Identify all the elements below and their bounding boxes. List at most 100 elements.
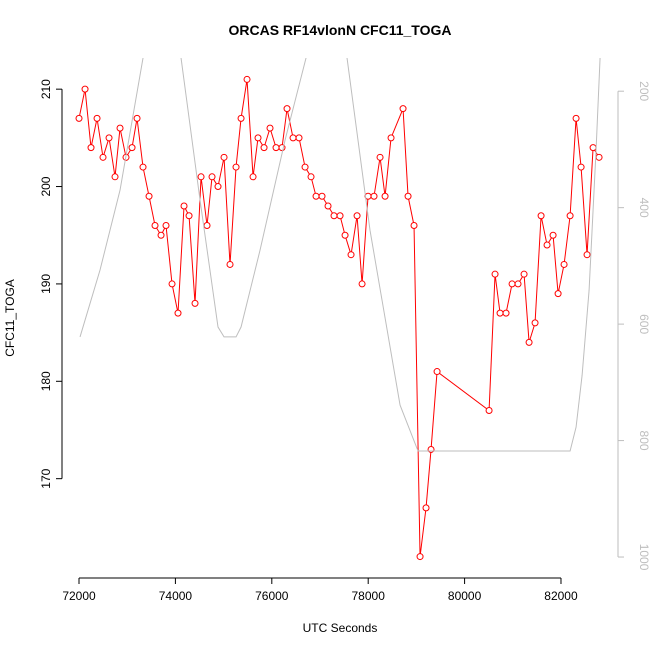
data-point	[237, 114, 245, 122]
data-point	[525, 338, 533, 346]
data-point	[416, 553, 424, 561]
data-point	[185, 212, 193, 220]
data-point	[347, 251, 355, 259]
data-point	[260, 144, 268, 152]
data-point	[232, 163, 240, 171]
y-tick-label: 210	[39, 79, 53, 99]
data-point	[537, 212, 545, 220]
data-point	[353, 212, 361, 220]
data-point	[485, 407, 493, 415]
data-point	[243, 75, 251, 83]
x-tick-label: 74000	[159, 589, 193, 603]
data-point	[318, 192, 326, 200]
series-line	[79, 58, 601, 452]
data-point	[312, 192, 320, 200]
data-point	[543, 241, 551, 249]
data-point	[151, 221, 159, 229]
data-point	[145, 192, 153, 200]
data-point	[560, 260, 568, 268]
data-point	[157, 231, 165, 239]
data-point	[133, 114, 141, 122]
data-point	[410, 221, 418, 229]
data-point	[572, 114, 580, 122]
data-point	[358, 280, 366, 288]
data-point	[99, 153, 107, 161]
data-point	[214, 183, 222, 191]
y2-tick-label: 1000	[637, 544, 650, 571]
data-point	[272, 144, 280, 152]
y2-tick-label: 400	[637, 198, 650, 218]
data-point	[87, 144, 95, 152]
data-point	[520, 270, 528, 278]
data-point	[491, 270, 499, 278]
data-point	[514, 280, 522, 288]
data-point	[128, 144, 136, 152]
data-point	[531, 319, 539, 327]
data-point	[75, 114, 83, 122]
data-point	[566, 212, 574, 220]
x-tick-label: 72000	[62, 589, 96, 603]
data-point	[289, 134, 297, 142]
data-point	[370, 192, 378, 200]
data-point	[387, 134, 395, 142]
y-axis-label: CFC11_TOGA	[3, 279, 17, 357]
data-point	[422, 504, 430, 512]
x-tick-label: 78000	[352, 589, 386, 603]
y-tick-label: 170	[39, 468, 53, 488]
data-point	[341, 231, 349, 239]
data-point	[549, 231, 557, 239]
chart-title: ORCAS RF14vlonN CFC11_TOGA	[228, 22, 451, 38]
data-point	[508, 280, 516, 288]
y-tick-label: 200	[39, 176, 53, 196]
y2-tick-label: 200	[637, 81, 650, 101]
data-point	[208, 173, 216, 181]
data-point	[93, 114, 101, 122]
data-point	[376, 153, 384, 161]
data-point	[162, 221, 170, 229]
data-point	[116, 124, 124, 132]
data-point	[496, 309, 504, 317]
data-point	[583, 251, 591, 259]
data-point	[427, 445, 435, 453]
data-point	[330, 212, 338, 220]
x-tick-label: 82000	[544, 589, 578, 603]
x-tick-label: 76000	[255, 589, 289, 603]
plot-area	[75, 58, 603, 561]
data-point	[589, 144, 597, 152]
data-point	[283, 105, 291, 113]
data-point	[336, 212, 344, 220]
data-point	[174, 309, 182, 317]
data-point	[404, 192, 412, 200]
data-point	[399, 105, 407, 113]
data-point	[381, 192, 389, 200]
y2-tick-label: 600	[637, 314, 650, 334]
data-point	[180, 202, 188, 210]
y2-tick-label: 800	[637, 431, 650, 451]
data-point	[139, 163, 147, 171]
data-point	[105, 134, 113, 142]
data-point	[226, 260, 234, 268]
data-point	[595, 153, 603, 161]
data-point	[554, 290, 562, 298]
data-point	[502, 309, 510, 317]
x-tick-label: 80000	[448, 589, 482, 603]
data-point	[254, 134, 262, 142]
data-point	[111, 173, 119, 181]
data-point	[81, 85, 89, 93]
data-point	[168, 280, 176, 288]
data-point	[220, 153, 228, 161]
data-point	[324, 202, 332, 210]
data-point	[307, 173, 315, 181]
data-point	[191, 299, 199, 307]
y-tick-label: 180	[39, 371, 53, 391]
data-point	[203, 221, 211, 229]
data-point	[249, 173, 257, 181]
series-line	[78, 79, 600, 557]
data-point	[295, 134, 303, 142]
data-point	[301, 163, 309, 171]
data-point	[197, 173, 205, 181]
y-tick-label: 190	[39, 274, 53, 294]
data-point	[433, 368, 441, 376]
data-point	[577, 163, 585, 171]
